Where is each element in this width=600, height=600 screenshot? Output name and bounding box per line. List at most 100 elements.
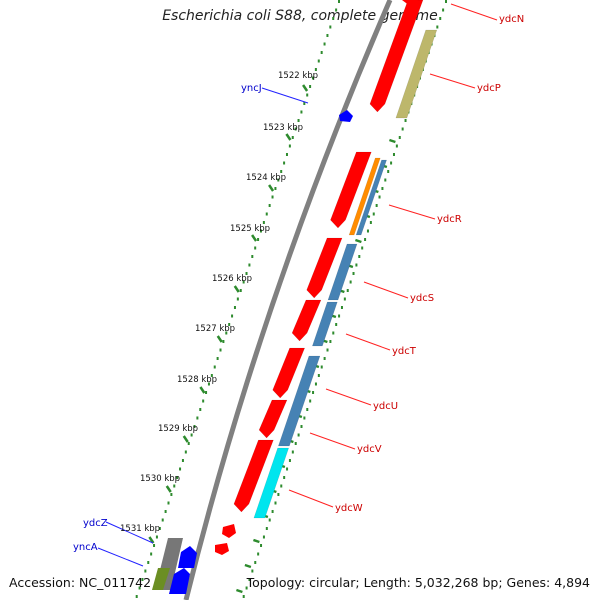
scale-label-1530: 1530 kbp (140, 474, 180, 484)
tick-dot (297, 433, 300, 437)
tick-dot (274, 187, 277, 190)
tick-dot (329, 340, 332, 343)
tick-dot (323, 357, 326, 360)
tick-dot (265, 212, 268, 216)
gene-label-yncA: yncA (73, 542, 98, 553)
tick-dot (375, 204, 378, 207)
tick-dot (236, 297, 239, 301)
tick-dot (317, 59, 320, 63)
tick-dot (294, 127, 297, 131)
tick-dot (309, 85, 312, 88)
tick-dot (297, 119, 300, 122)
tick-dot (251, 255, 254, 258)
gene-label-ydcR: ydcR (437, 214, 462, 225)
tick-dot (245, 586, 248, 590)
tick-dot (361, 246, 364, 250)
tick-dot (303, 102, 306, 105)
tick-dot (340, 306, 343, 309)
tick-dot (349, 280, 352, 284)
tick-dot (161, 518, 164, 522)
tick-dot (285, 153, 288, 156)
tick-dot (205, 391, 208, 394)
leader-line-3 (363, 281, 409, 299)
tick-dot (398, 136, 401, 139)
leader-line-2 (388, 204, 436, 220)
gene-red-3 (291, 299, 322, 342)
leader-line-0 (450, 3, 498, 21)
tick-dot (257, 552, 260, 556)
tick-dot (170, 493, 173, 496)
cds-steelblue-2 (327, 243, 358, 301)
tick-dot (303, 416, 306, 420)
tick-dot (283, 161, 286, 165)
tick-dot (257, 238, 260, 241)
tick-dot (248, 263, 251, 267)
tick-dot (320, 51, 323, 54)
tick-dot (254, 246, 257, 250)
tick-dot (164, 510, 167, 513)
tick-dot (187, 442, 190, 445)
tick-dot (291, 136, 294, 139)
scale-labels: 1522 kbp 1523 kbp 1524 kbp 1525 kbp 1526… (120, 71, 318, 534)
major-tick (251, 234, 258, 242)
tick-dot (300, 110, 303, 114)
cds-cyan (253, 447, 290, 519)
tick-dot (283, 476, 286, 479)
tick-dot (338, 314, 341, 318)
scale-label-1529: 1529 kbp (158, 424, 198, 434)
tick-dot (150, 552, 153, 556)
tick-dot (320, 365, 323, 369)
outer-tick (236, 588, 243, 594)
tick-dot (181, 459, 184, 462)
accession-info: Accession: NC_011742 (9, 575, 152, 590)
tick-dot (190, 433, 193, 437)
gene-blue-ydcZ (178, 546, 197, 568)
tick-dot (288, 459, 291, 462)
cds-tan (395, 29, 438, 119)
tick-dot (245, 272, 248, 275)
tick-dot (312, 391, 315, 394)
tick-dot (343, 297, 346, 301)
tick-dot (196, 416, 199, 420)
tick-dot (372, 212, 375, 216)
leader-line-10 (97, 547, 144, 567)
leader-line-8 (261, 87, 309, 104)
tick-dot (314, 68, 317, 71)
tick-dot (173, 484, 176, 488)
outer-tick (355, 238, 362, 244)
tick-dot (147, 561, 150, 564)
tick-dot (225, 331, 228, 335)
gene-label-yncJ: yncJ (241, 83, 262, 94)
major-tick (199, 386, 206, 394)
tick-dot (323, 42, 326, 46)
tick-dot (366, 229, 369, 233)
tick-dot (233, 306, 236, 309)
gene-red-small-2 (215, 543, 229, 555)
tick-dot (387, 170, 390, 173)
genome-backbone-arc (183, 0, 393, 600)
gene-red-top (402, 0, 418, 6)
cds-olive (152, 568, 170, 590)
major-tick (148, 536, 155, 544)
scale-label-1528: 1528 kbp (177, 375, 217, 385)
leader-line-9 (105, 521, 154, 544)
cds-steelblue-1 (355, 159, 387, 236)
tick-dot (439, 17, 442, 20)
gene-blue-yncJ (339, 110, 353, 122)
cds-orange (348, 157, 381, 236)
gene-red-4 (272, 347, 306, 399)
tick-dot (277, 493, 280, 496)
tick-dot (135, 595, 138, 598)
gene-label-ydcT: ydcT (392, 346, 417, 357)
tick-dot (176, 476, 179, 479)
cds-steelblue-3 (312, 301, 338, 347)
scale-label-1522: 1522 kbp (278, 71, 318, 81)
tick-dot (251, 569, 254, 573)
gene-red-1 (330, 151, 372, 229)
tick-dot (207, 382, 210, 386)
tick-dot (144, 569, 147, 573)
tick-dot (311, 76, 314, 80)
gene-label-ydcP: ydcP (477, 83, 501, 94)
tick-dot (338, 0, 340, 3)
